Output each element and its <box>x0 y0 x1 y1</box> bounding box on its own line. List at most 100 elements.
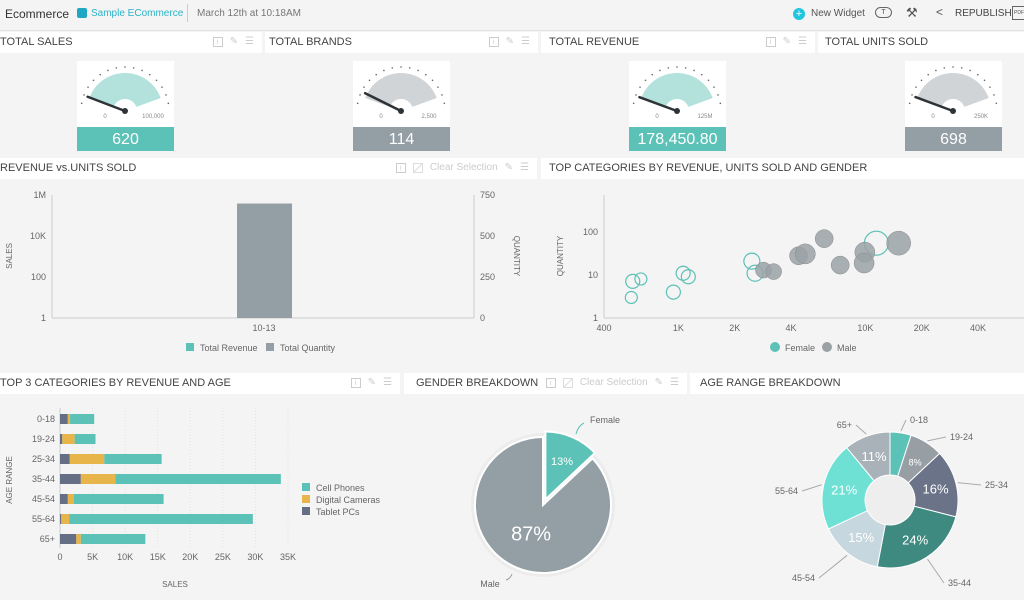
gauge-tick <box>676 66 678 68</box>
y-tick-label: 10 <box>588 270 598 280</box>
info-icon[interactable]: i <box>350 377 361 388</box>
x-tick-label: 30K <box>247 552 263 562</box>
y-axis-label: AGE RANGE <box>5 456 14 504</box>
menu-icon[interactable]: ☰ <box>521 36 530 47</box>
gauge-tick <box>659 69 661 72</box>
pie-label-female: Female <box>590 415 620 425</box>
widget-header-age: AGE RANGE BREAKDOWN <box>690 373 1024 394</box>
gauge-tick <box>417 69 419 72</box>
edit-icon[interactable]: ✎ <box>505 36 515 47</box>
gauge-hub <box>122 108 128 114</box>
info-icon[interactable]: i <box>488 36 499 47</box>
edit-icon[interactable]: ✎ <box>367 377 377 388</box>
new-widget-button[interactable]: New Widget <box>811 8 865 19</box>
gauge-tick <box>356 102 359 105</box>
gauge-tick <box>995 102 998 105</box>
donut-label: 0-18 <box>910 415 928 425</box>
paint-icon[interactable]: ⚒ <box>906 5 918 20</box>
gauge-tick <box>684 67 687 69</box>
donut-slice <box>876 505 957 569</box>
widget-header-gender: GENDER BREAKDOWN i Clear Selection ✎ ☰ <box>404 373 687 394</box>
donut-label: 55-64 <box>775 486 798 496</box>
selection-icon[interactable] <box>412 162 423 173</box>
bar-segment <box>61 514 70 524</box>
gauge-max: 250K <box>974 114 988 120</box>
legend-label: Male <box>837 343 857 353</box>
bar-segment <box>60 434 63 444</box>
y2-tick-label: 750 <box>480 190 495 200</box>
menu-icon[interactable]: ☰ <box>670 377 679 388</box>
gauge-tick <box>92 79 95 82</box>
gauge-hub <box>674 108 680 114</box>
info-icon[interactable]: i <box>765 36 776 47</box>
y-tick-label: 0-18 <box>37 414 55 424</box>
gauge-min: 0 <box>655 114 659 120</box>
scatter-point-male <box>886 230 911 256</box>
scatter-point-male <box>830 255 850 275</box>
edit-icon[interactable]: ✎ <box>229 36 239 47</box>
clear-selection-button[interactable]: Clear Selection <box>579 377 648 388</box>
scatter-chart: 1 10 100 400 1K 2K 4K 10K 20K 40K QUANTITY Female Ma… <box>556 195 1024 353</box>
gauge-dial: 0 2,500 <box>356 66 446 120</box>
y-tick-label: 45-54 <box>32 494 55 504</box>
selection-icon[interactable] <box>562 377 573 388</box>
info-icon[interactable]: i <box>545 377 556 388</box>
pie-slice-value: 87% <box>511 524 551 546</box>
age-donut-chart: 0-18 8% 19-24 16% 25-34 24% 35-44 15% 45-54 21% 55… <box>775 415 1008 588</box>
donut-slice-value: 16% <box>923 481 949 496</box>
cube-icon <box>77 8 87 18</box>
gauge-tick <box>165 94 167 96</box>
gauge-needle <box>638 95 679 113</box>
legend-marker <box>822 342 832 352</box>
edit-icon[interactable]: ✎ <box>782 36 792 47</box>
text-widget-icon[interactable]: T <box>875 7 892 18</box>
gauge-tick <box>644 79 647 82</box>
menu-icon[interactable]: ☰ <box>383 377 392 388</box>
bar-segment <box>76 534 81 544</box>
x-tick-label: 25K <box>215 552 231 562</box>
donut-label: 65+ <box>837 420 852 430</box>
bar-segment <box>73 494 164 504</box>
gauge-needle <box>914 95 955 113</box>
gauge-max: 125M <box>697 114 712 120</box>
menu-icon[interactable]: ☰ <box>798 36 807 47</box>
info-icon[interactable]: i <box>395 162 406 173</box>
bar-segment <box>104 454 162 464</box>
y-tick-label: 1 <box>593 313 598 323</box>
widget-title: TOP 3 CATEGORIES BY REVENUE AND AGE <box>0 377 231 389</box>
menu-icon[interactable]: ☰ <box>520 162 529 173</box>
bar-segment <box>60 494 68 504</box>
datasource-link[interactable]: Sample ECommerce <box>91 8 184 19</box>
pie-slice-male <box>474 435 612 574</box>
gauge-min: 0 <box>931 114 935 120</box>
clear-selection-button[interactable]: Clear Selection <box>429 162 498 173</box>
scatter-point-male <box>765 263 782 280</box>
edit-icon[interactable]: ✎ <box>504 162 514 173</box>
y-axis-label: QUANTITY <box>556 235 565 276</box>
info-icon[interactable]: i <box>212 36 223 47</box>
gauge-tick <box>713 86 715 88</box>
pdf-export-icon[interactable]: PDF <box>1012 6 1024 20</box>
gauge-tick <box>155 79 158 82</box>
x-tick-label: 4K <box>785 323 796 333</box>
gauge-tick <box>700 73 703 76</box>
y-tick-label: 19-24 <box>32 434 55 444</box>
leader-line <box>505 573 513 581</box>
legend-label: Tablet PCs <box>316 507 360 517</box>
widget-header-total-sales: TOTAL SALES i ✎ ☰ <box>0 32 262 53</box>
gauge-tick <box>719 102 722 105</box>
edit-icon[interactable]: ✎ <box>654 377 664 388</box>
gauge-total-units: 0 250K 698 <box>905 61 1002 151</box>
scatter-point-male <box>795 243 816 265</box>
bar-segment <box>70 414 95 424</box>
republish-button[interactable]: REPUBLISH <box>955 8 1012 19</box>
menu-icon[interactable]: ☰ <box>245 36 254 47</box>
gauge-tick <box>391 67 394 69</box>
share-icon[interactable]: < <box>936 5 944 19</box>
leader-line <box>575 422 585 435</box>
scatter-point-male <box>814 229 834 248</box>
bar-segment <box>60 534 77 544</box>
plus-icon[interactable]: + <box>793 8 805 20</box>
donut-slice-value: 21% <box>831 483 857 498</box>
